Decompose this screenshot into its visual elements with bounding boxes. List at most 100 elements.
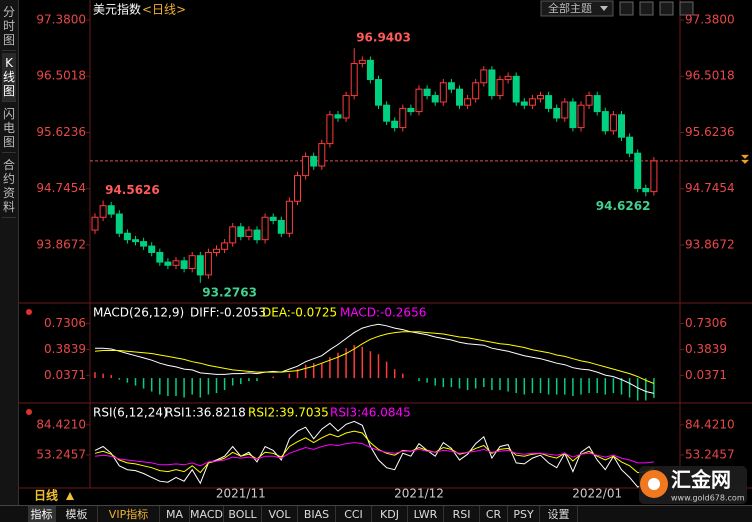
candle-body [504,75,512,81]
candle-body [520,101,528,106]
indicator-tab[interactable]: MA [160,506,190,522]
indicator-tabs: 指标 模板 VIP指标 MA MACD BOLL VOL BIAS CCI KDJ LWR RSI CR… [0,505,752,522]
candle-body [334,114,342,119]
y-tick-label: 96.5018 [36,69,86,83]
candle-body [561,101,569,119]
indicator-tab[interactable]: PSY [508,506,540,522]
macd-title: MACD(26,12,9) [93,306,184,320]
candle-body [447,82,455,90]
candle-body [326,114,334,145]
sidebar-tab[interactable]: 分时图 [2,2,16,51]
candle-body [99,205,107,218]
candle-body [164,261,172,266]
candle-body [634,152,642,189]
candle-body [310,155,318,167]
indicator-tab[interactable]: LWR [408,506,444,522]
candle-body [115,213,123,234]
candle-body [91,216,99,231]
indicator-tab[interactable]: MACD [190,506,224,522]
candle-body [358,59,366,65]
watermark-brand: 汇金网 [671,468,731,492]
y-tick-label: 94.7454 [36,181,86,195]
tool-icon[interactable] [659,1,674,16]
candle-body [294,175,301,202]
indicator-line [95,323,655,394]
theme-dropdown[interactable] [540,0,614,17]
legend-entry: DIFF:-0.2053 [190,306,266,320]
y-tick-label-right: 0.0371 [685,368,727,382]
candle-body [618,114,625,138]
rsi-title: RSI(6,12,24) [93,406,168,420]
candle-body [537,95,544,100]
candle-body [569,101,577,129]
dropdown-arrow [600,6,608,11]
candle-body [204,251,212,276]
candle-body [148,245,156,253]
y-tick-label: 0.3839 [44,342,86,356]
tool-icon[interactable] [679,1,694,16]
price-annotation: 93.2763 [202,285,257,299]
indicator-dot [26,409,32,415]
candle-body [196,255,204,276]
interval-arrow [66,492,74,500]
y-tick-label: 93.8672 [36,237,86,251]
candle-body [140,241,148,247]
indicator-tab[interactable]: 设置 [540,506,578,522]
y-tick-label: 0.7306 [44,316,86,330]
candle-body [366,59,374,81]
indicator-line [94,442,654,467]
candle-body [480,69,488,84]
y-tick-label-right: 94.7454 [685,181,735,195]
candle-body [407,107,415,113]
candle-body [172,260,180,266]
y-tick-label-right: 0.3839 [685,342,727,356]
sidebar-tab[interactable]: 合约资料 [2,155,16,218]
price-annotation: 94.6262 [596,199,651,213]
candle-body [180,260,188,269]
candle-body [132,239,139,243]
interval-label[interactable]: 日线 [34,488,58,503]
indicator-tab[interactable]: VIP指标 [98,506,160,522]
candle-body [642,187,650,193]
candle-body [528,98,536,106]
candle-body [585,95,593,106]
candle-body [512,75,520,103]
candle-body [593,95,601,113]
sidebar-tab[interactable]: 闪电图 [2,104,16,153]
y-tick-label-right: 53.2457 [685,447,735,461]
indicator-tab[interactable]: RSI [444,506,480,522]
sidebar-tab[interactable]: K线图 [2,53,16,102]
indicator-tab[interactable]: CR [480,506,508,522]
y-tick-label: 53.2457 [36,447,86,461]
candle-body [156,251,164,263]
candle-body [399,107,407,129]
candle-body [375,79,382,106]
indicator-tab[interactable]: BOLL [224,506,262,522]
indicator-tab[interactable]: 指标 [28,506,56,522]
indicator-tab[interactable]: CCI [336,506,372,522]
candle-body [285,200,293,234]
candle-body [496,79,504,97]
candle-body [545,95,553,109]
x-tick-label: 2022/01 [572,487,622,501]
candle-body [342,95,350,119]
tool-icon[interactable] [619,1,634,16]
indicator-tab[interactable]: KDJ [372,506,408,522]
y-tick-label-right: 0.7306 [685,316,727,330]
candle-body [261,216,269,241]
y-tick-label: 84.4210 [36,417,86,431]
candle-body [650,160,658,193]
candle-body [439,82,447,103]
legend-entry: MACD:-0.2656 [340,306,426,320]
indicator-tab[interactable]: 模板 [56,506,98,522]
candle-body [107,205,115,215]
tool-icon[interactable] [639,1,654,16]
x-tick-label: 2021/12 [394,487,444,501]
y-tick-label-right: 97.3800 [685,13,735,27]
indicator-line [94,331,655,384]
legend-entry: RSI2:39.7035 [248,406,329,420]
candle-body [456,88,463,106]
indicator-tab[interactable]: BIAS [298,506,336,522]
indicator-tab[interactable]: VOL [262,506,298,522]
